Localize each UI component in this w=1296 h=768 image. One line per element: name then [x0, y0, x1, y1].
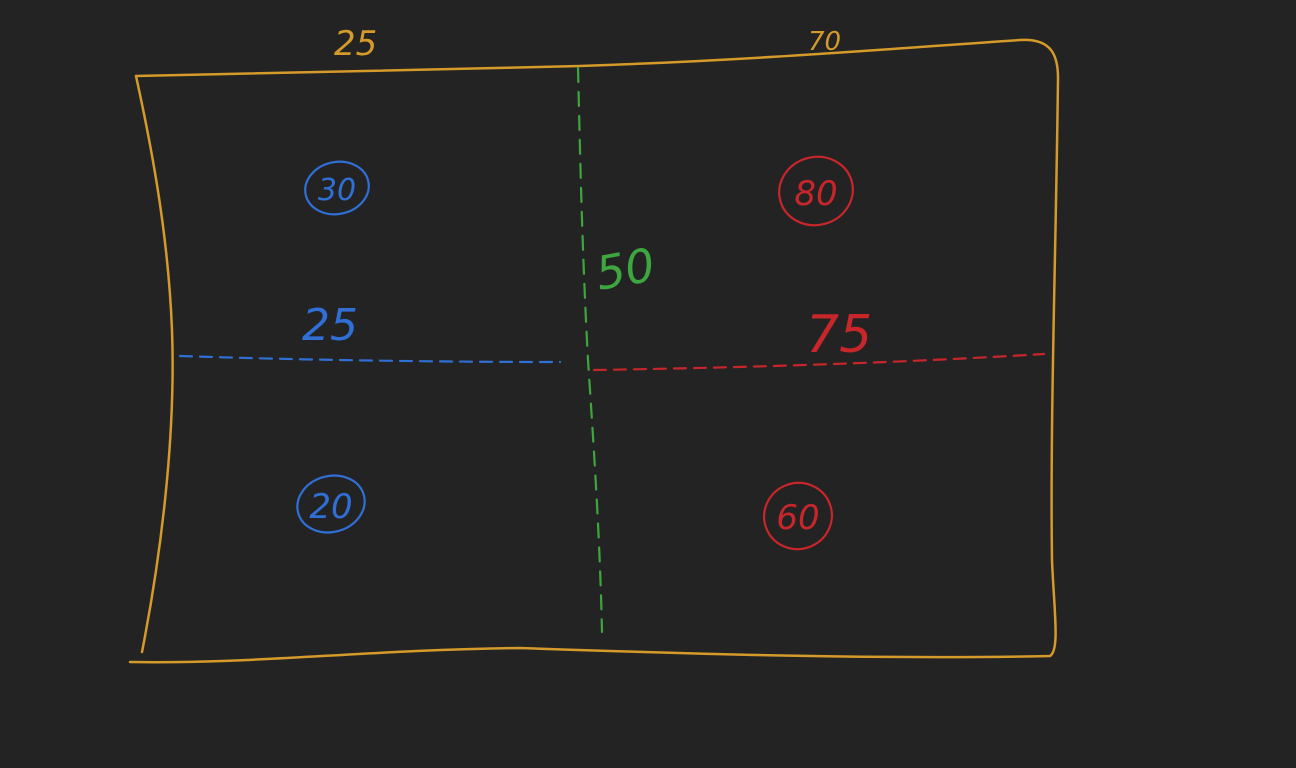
outer-frame-left: [134, 74, 174, 654]
vertical-divider-label: 50: [592, 237, 659, 300]
quadrant-top-left: 30: [304, 160, 370, 216]
quadrant-bottom-right-value: 60: [776, 498, 819, 538]
right-divider-label: 75: [806, 305, 872, 365]
frame-top-right-label: 70: [808, 27, 841, 57]
quadrant-top-right-value: 80: [794, 174, 837, 214]
quadrant-bottom-left-circle: [296, 474, 366, 534]
quadrant-top-right: 80: [778, 155, 854, 227]
outer-frame: [128, 38, 1060, 664]
right-horizontal-divider: [592, 352, 1046, 372]
vertical-divider: [576, 66, 604, 634]
quadrant-bottom-left: 20: [296, 474, 366, 534]
frame-top-left-label: 25: [334, 24, 377, 64]
quadrant-top-left-circle: [304, 160, 370, 216]
left-divider-label: 25: [302, 300, 358, 351]
quadrant-bottom-right: 60: [763, 481, 833, 551]
quadrant-bottom-right-circle: [763, 481, 833, 551]
left-horizontal-divider: [178, 354, 562, 364]
quadrant-bottom-left-value: 20: [309, 487, 352, 527]
quadrant-top-left-value: 30: [318, 173, 356, 208]
quadrant-top-right-circle: [778, 155, 854, 227]
